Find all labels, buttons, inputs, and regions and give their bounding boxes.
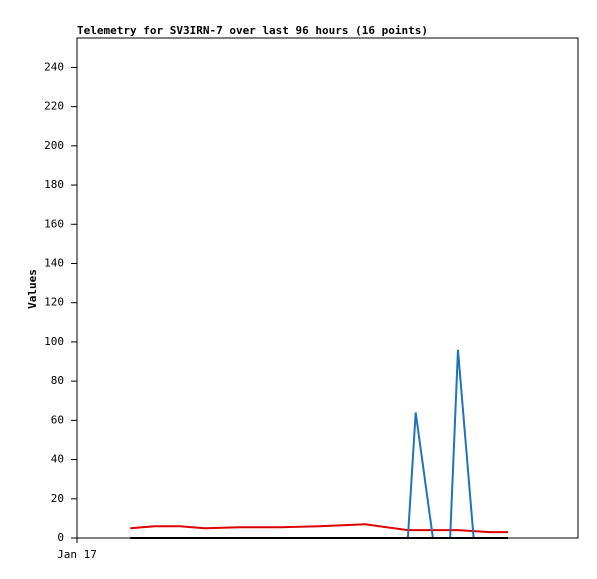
y-tick-label: 240: [44, 60, 64, 73]
y-tick-label: 0: [57, 531, 64, 544]
y-tick-label: 40: [51, 453, 64, 466]
chart-title: Telemetry for SV3IRN-7 over last 96 hour…: [77, 24, 428, 37]
series-line: [130, 523, 509, 534]
y-tick-label: 160: [44, 217, 64, 230]
y-tick-label: 220: [44, 100, 64, 113]
y-tick-label: 200: [44, 139, 64, 152]
y-tick-label: 60: [51, 413, 64, 426]
y-axis-label: Values: [26, 269, 39, 309]
y-tick-label: 180: [44, 178, 64, 191]
x-tick-label: Jan 17: [57, 548, 97, 561]
y-tick-label: 100: [44, 335, 64, 348]
y-tick-label: 120: [44, 296, 64, 309]
y-tick-label: 80: [51, 374, 64, 387]
y-tick-label: 20: [51, 492, 64, 505]
y-tick-label: 140: [44, 256, 64, 269]
